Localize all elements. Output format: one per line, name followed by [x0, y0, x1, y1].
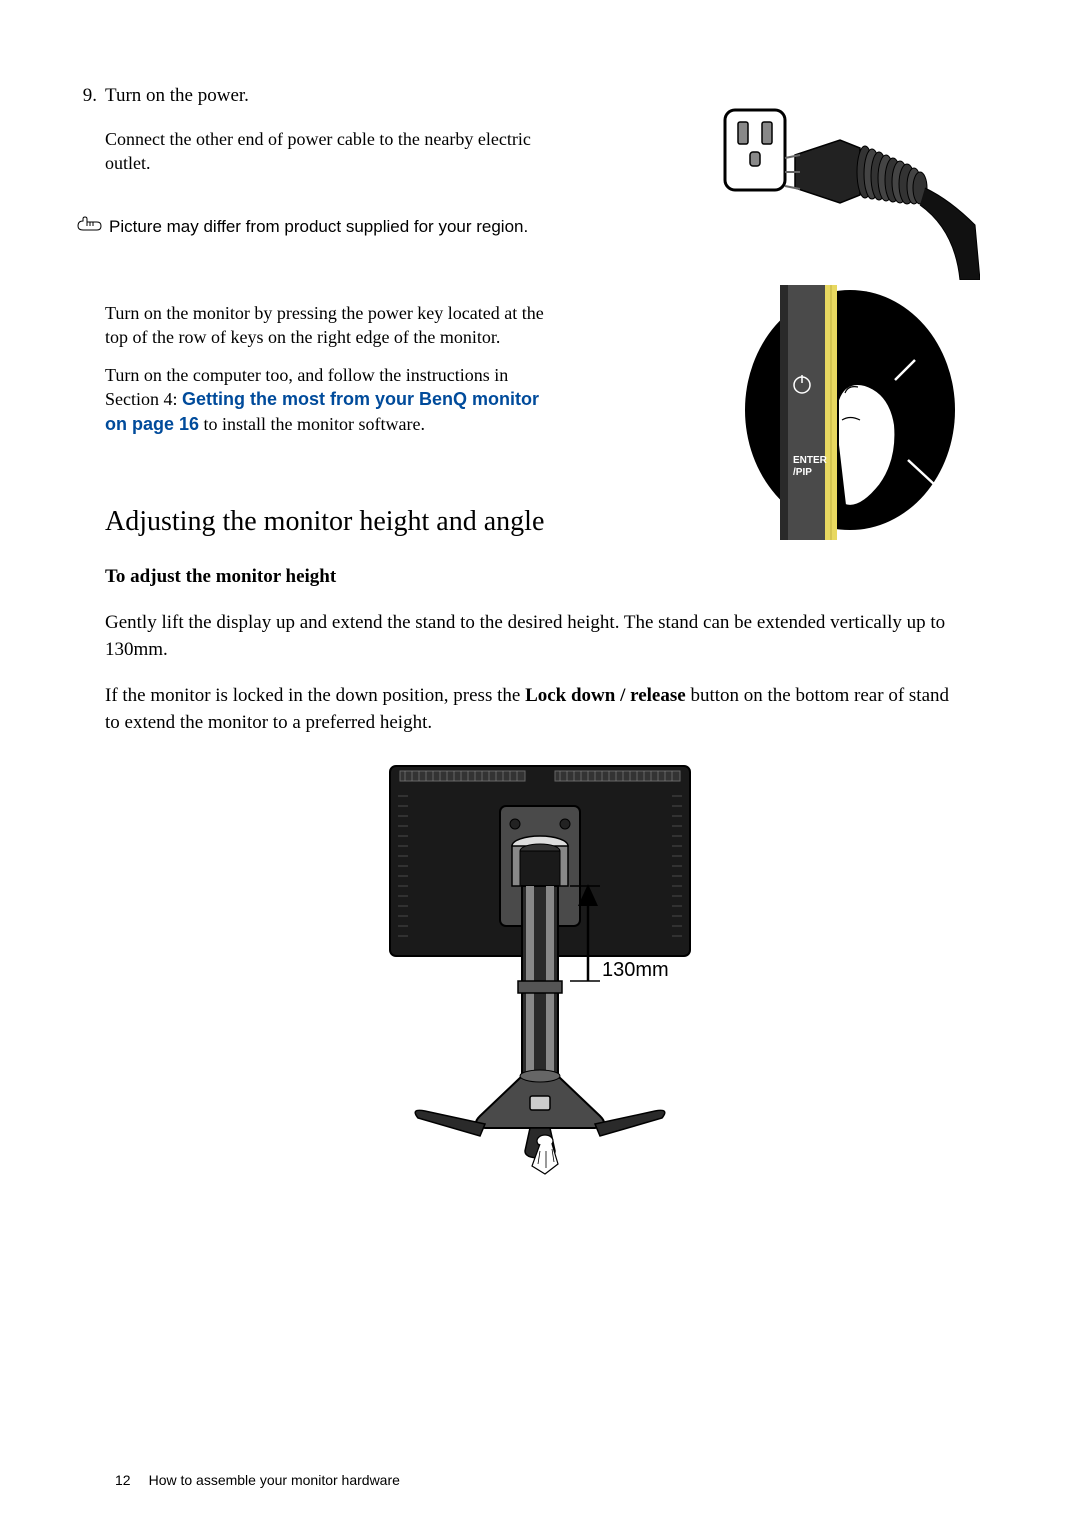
- step-body-3: Turn on the computer too, and follow the…: [105, 363, 555, 436]
- para-2-bold: Lock down / release: [525, 685, 686, 706]
- hand-point-icon: [75, 216, 103, 241]
- step-body-3b: to install the monitor software.: [199, 414, 425, 434]
- power-button-illustration: ENTER /PIP: [730, 285, 960, 545]
- para-2: If the monitor is locked in the down pos…: [75, 683, 955, 736]
- subheading: To adjust the monitor height: [75, 566, 1005, 588]
- step-number: 9.: [75, 85, 105, 107]
- page-number: 12: [115, 1472, 131, 1488]
- para-2a: If the monitor is locked in the down pos…: [105, 685, 525, 706]
- power-plug-illustration: [720, 100, 980, 280]
- pip-label: /PIP: [793, 467, 812, 478]
- para-1: Gently lift the display up and extend th…: [75, 610, 955, 663]
- page-footer: 12 How to assemble your monitor hardware: [115, 1472, 400, 1488]
- step-body-1: Connect the other end of power cable to …: [105, 127, 555, 176]
- monitor-height-illustration: 130mm: [370, 756, 710, 1186]
- height-label: 130mm: [602, 959, 669, 981]
- note-text: Picture may differ from product supplied…: [109, 216, 528, 238]
- step-9-body-2: Turn on the monitor by pressing the powe…: [75, 301, 555, 436]
- step-title: Turn on the power.: [105, 85, 249, 107]
- footer-text: How to assemble your monitor hardware: [149, 1472, 400, 1488]
- step-body-2: Turn on the monitor by pressing the powe…: [105, 301, 555, 350]
- step-9-body: Connect the other end of power cable to …: [75, 127, 555, 176]
- enter-label: ENTER: [793, 455, 828, 466]
